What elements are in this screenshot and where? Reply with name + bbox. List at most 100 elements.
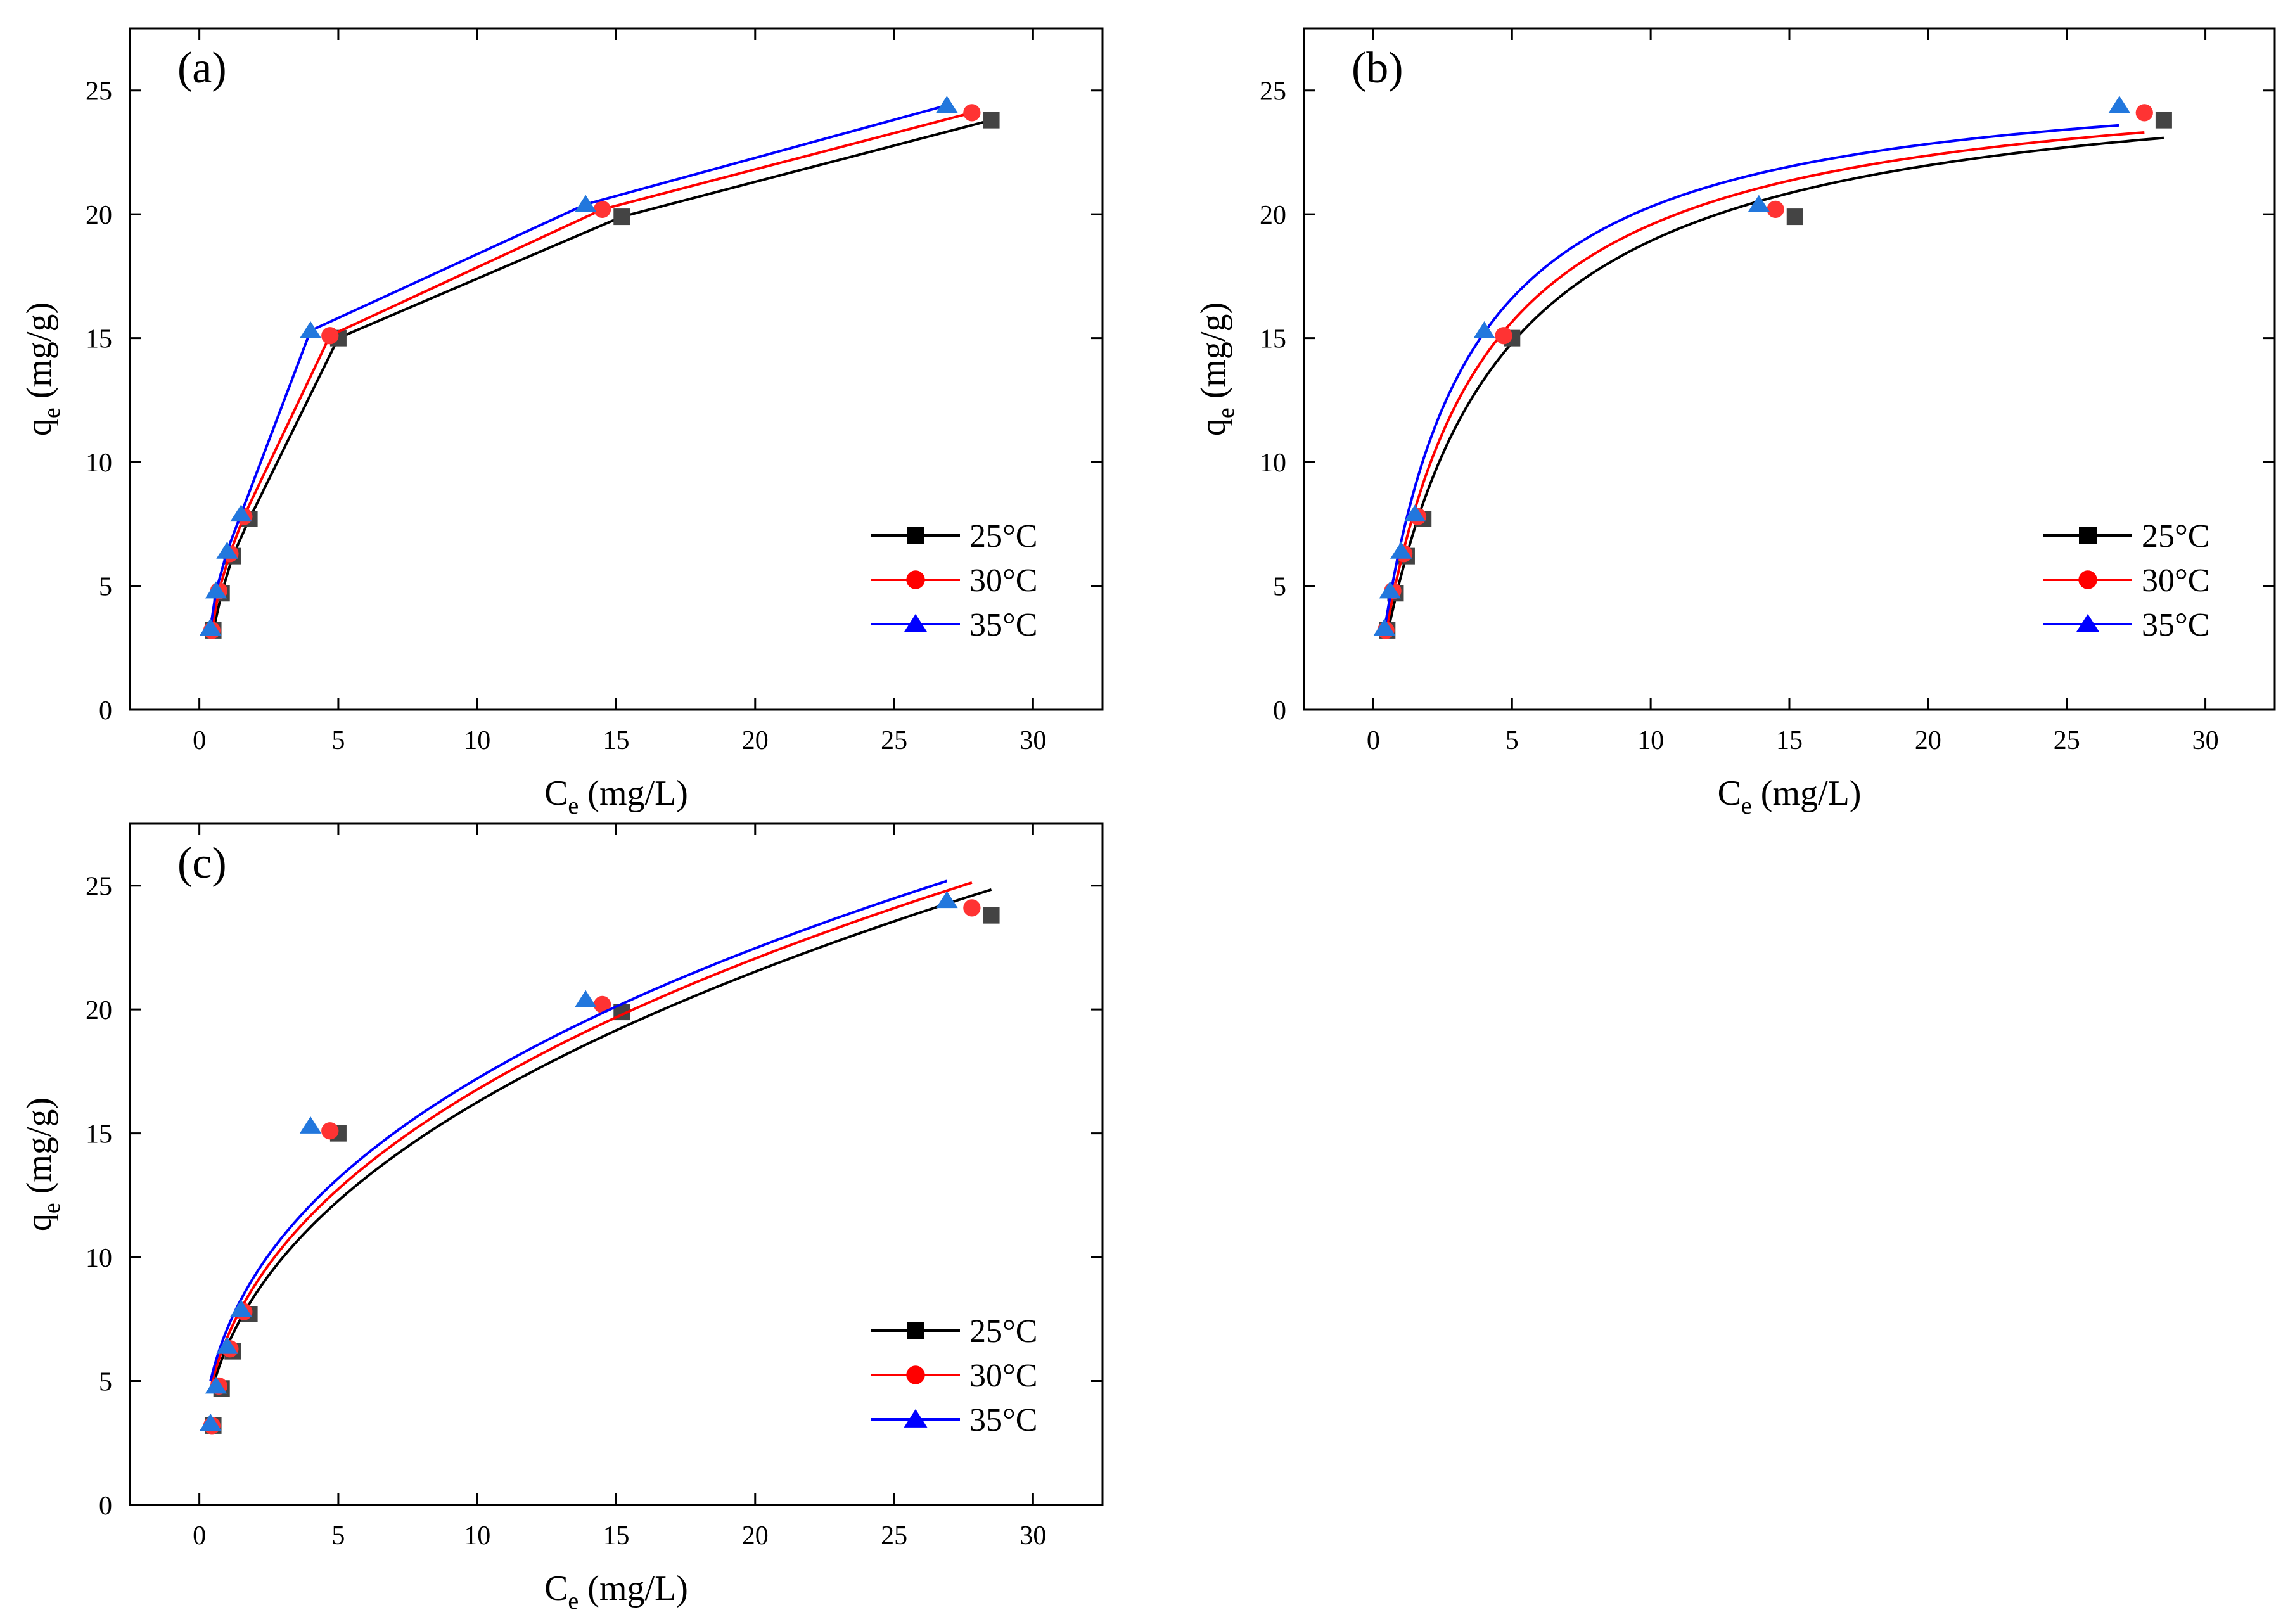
x-tick-label: 5 <box>1505 726 1519 755</box>
y-axis-title: qe (mg/g) <box>1194 302 1239 436</box>
data-point-triangle-3 <box>216 1336 238 1354</box>
legend-label: 35°C <box>969 1402 1037 1438</box>
legend-label: 25°C <box>969 1314 1037 1350</box>
data-point-triangle-3 <box>575 195 597 212</box>
data-point-triangle-3 <box>1403 504 1426 522</box>
x-tick-label: 15 <box>603 726 630 755</box>
data-point-triangle-3 <box>299 1116 322 1134</box>
y-tick-label: 10 <box>86 449 112 478</box>
y-axis-title: qe (mg/g) <box>20 302 65 436</box>
y-tick-label: 0 <box>99 1492 112 1521</box>
x-tick-label: 5 <box>331 726 345 755</box>
x-axis-subscript: e <box>568 793 579 819</box>
data-point-triangle-3 <box>1379 581 1401 599</box>
legend-label: 35°C <box>2142 607 2209 643</box>
series-line-2 <box>210 111 973 631</box>
plot-frame <box>129 822 1104 1506</box>
y-axis-title: qe (mg/g) <box>20 1097 65 1231</box>
data-point-circle-2 <box>593 200 611 219</box>
x-tick-label: 20 <box>742 1521 769 1550</box>
data-point-triangle-3 <box>2108 96 2131 113</box>
x-tick-label: 30 <box>1020 726 1046 755</box>
data-point-triangle-3 <box>230 1300 252 1317</box>
x-tick-label: 20 <box>742 726 769 755</box>
x-axis-unit: (mg/L) <box>579 774 688 813</box>
data-point-square-1 <box>1786 208 1803 226</box>
x-tick-label: 30 <box>1020 1521 1046 1550</box>
y-tick-label: 5 <box>99 573 112 602</box>
data-point-triangle-3 <box>575 990 597 1007</box>
fit-curve-1 <box>212 888 992 1386</box>
y-axis-subscript: e <box>39 407 65 418</box>
data-point-square-1 <box>613 208 630 226</box>
y-axis-unit: (mg/g) <box>20 1097 59 1203</box>
legend-marker <box>907 527 924 544</box>
data-point-triangle-3 <box>936 96 958 113</box>
y-tick-label: 25 <box>86 873 112 902</box>
data-point-circle-2 <box>963 104 981 122</box>
fit-curve-2 <box>210 881 973 1384</box>
data-point-triangle-3 <box>299 321 322 338</box>
data-point-circle-2 <box>593 995 611 1014</box>
plot-frame <box>129 27 1104 711</box>
data-point-circle-2 <box>1767 200 1784 219</box>
data-point-triangle-3 <box>230 504 252 522</box>
legend-marker <box>2079 527 2097 544</box>
y-axis-subscript: e <box>1213 407 1239 418</box>
x-tick-label: 15 <box>1776 726 1803 755</box>
legend-marker <box>904 613 928 632</box>
panel-label: (c) <box>177 839 227 888</box>
x-tick-label: 20 <box>1915 726 1941 755</box>
y-tick-label: 0 <box>1273 696 1286 726</box>
data-point-triangle-3 <box>199 618 222 636</box>
panel-label: (a) <box>177 44 227 93</box>
data-point-triangle-3 <box>205 1376 227 1394</box>
x-tick-label: 10 <box>1637 726 1664 755</box>
x-tick-label: 0 <box>193 1521 206 1550</box>
data-point-triangle-3 <box>205 581 227 599</box>
data-point-triangle-3 <box>936 891 958 909</box>
data-point-circle-2 <box>963 899 981 917</box>
x-axis-title: Ce (mg/L) <box>544 1569 688 1614</box>
y-axis-symbol: q <box>1194 418 1233 436</box>
data-point-square-1 <box>983 112 1000 129</box>
legend-marker <box>904 1409 928 1428</box>
data-point-triangle-3 <box>216 541 238 559</box>
x-tick-label: 25 <box>881 1521 907 1550</box>
y-axis-unit: (mg/g) <box>1194 302 1233 407</box>
y-axis-unit: (mg/g) <box>20 302 59 407</box>
legend-label: 25°C <box>2142 518 2209 554</box>
legend-label: 30°C <box>969 1358 1037 1394</box>
x-axis-symbol: C <box>544 774 568 813</box>
series-line-1 <box>212 118 992 631</box>
legend-marker <box>2078 570 2097 589</box>
fit-curve-2 <box>1384 131 2145 634</box>
y-axis-symbol: q <box>20 1213 59 1231</box>
y-tick-label: 0 <box>99 696 112 726</box>
data-point-triangle-3 <box>1373 618 1396 636</box>
series-line-3 <box>209 104 947 629</box>
x-tick-label: 0 <box>193 726 206 755</box>
legend-marker <box>906 570 925 589</box>
data-point-triangle-3 <box>199 1414 222 1431</box>
x-tick-label: 25 <box>2054 726 2080 755</box>
legend-label: 30°C <box>2142 563 2209 599</box>
data-point-circle-2 <box>2135 104 2153 122</box>
legend-marker <box>2076 613 2100 632</box>
x-axis-title: Ce (mg/L) <box>1718 774 1862 819</box>
y-tick-label: 20 <box>86 201 112 230</box>
x-tick-label: 30 <box>2192 726 2219 755</box>
x-tick-label: 10 <box>464 1521 490 1550</box>
x-axis-unit: (mg/L) <box>1752 774 1862 813</box>
fit-curve-1 <box>1386 136 2164 636</box>
y-tick-label: 5 <box>99 1368 112 1397</box>
x-axis-symbol: C <box>544 1569 568 1608</box>
x-tick-label: 0 <box>1367 726 1380 755</box>
y-tick-label: 25 <box>86 77 112 106</box>
y-tick-label: 15 <box>1260 325 1286 354</box>
legend-label: 30°C <box>969 563 1037 599</box>
y-tick-label: 10 <box>86 1244 112 1273</box>
